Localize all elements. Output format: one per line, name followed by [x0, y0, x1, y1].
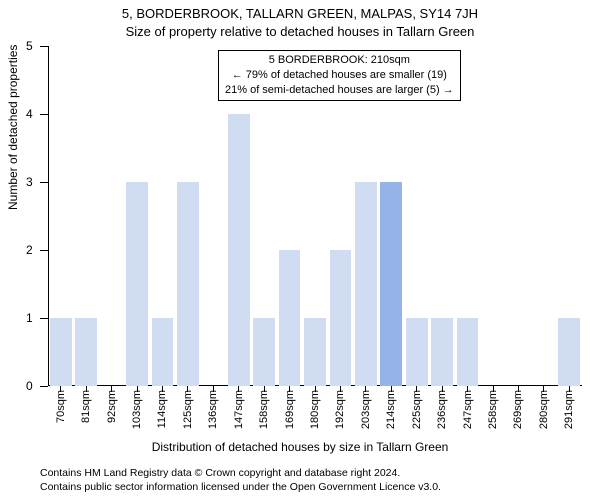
x-tick-label: 236sqm [436, 390, 448, 429]
x-tick-label: 158sqm [258, 390, 270, 429]
x-axis-label: Distribution of detached houses by size … [0, 440, 600, 454]
x-tick-label: 114sqm [156, 390, 168, 428]
chart-title-line2: Size of property relative to detached ho… [0, 24, 600, 39]
footer-attribution: Contains HM Land Registry data © Crown c… [40, 466, 441, 494]
plot-area: 012345 70sqm81sqm92sqm103sqm114sqm125sqm… [48, 46, 582, 386]
y-tick [40, 386, 48, 387]
y-tick [40, 114, 48, 115]
x-tick-label: 136sqm [207, 390, 219, 429]
y-tick-label: 3 [26, 175, 33, 189]
x-tick-label: 203sqm [360, 390, 372, 429]
y-tick [40, 182, 48, 183]
bar [457, 318, 479, 386]
y-tick-label: 0 [26, 379, 33, 393]
x-tick-label: 169sqm [284, 390, 296, 429]
x-tick-label: 180sqm [309, 390, 321, 429]
bar [152, 318, 174, 386]
x-tick-label: 291sqm [563, 390, 575, 429]
x-tick-label: 225sqm [411, 390, 423, 429]
bar [406, 318, 428, 386]
bar [50, 318, 72, 386]
bar [431, 318, 453, 386]
y-tick [40, 318, 48, 319]
annotation-line1: 5 BORDERBROOK: 210sqm [225, 53, 454, 68]
annotation-box: 5 BORDERBROOK: 210sqm ← 79% of detached … [218, 50, 461, 101]
x-tick-label: 92sqm [106, 390, 118, 423]
bar [355, 182, 377, 386]
x-tick-label: 147sqm [233, 390, 245, 429]
chart-title-line1: 5, BORDERBROOK, TALLARN GREEN, MALPAS, S… [0, 6, 600, 21]
x-tick-label: 214sqm [385, 390, 397, 429]
y-tick [40, 250, 48, 251]
x-tick-label: 247sqm [462, 390, 474, 429]
bar [253, 318, 275, 386]
x-tick-label: 269sqm [512, 390, 524, 429]
x-tick-label: 70sqm [55, 390, 67, 423]
annotation-line2: ← 79% of detached houses are smaller (19… [225, 68, 454, 83]
bar [330, 250, 352, 386]
chart-container: 5, BORDERBROOK, TALLARN GREEN, MALPAS, S… [0, 0, 600, 500]
y-tick-label: 1 [26, 311, 33, 325]
footer-line2: Contains public sector information licen… [40, 480, 441, 494]
bar [558, 318, 580, 386]
bar [126, 182, 148, 386]
footer-line1: Contains HM Land Registry data © Crown c… [40, 466, 441, 480]
y-tick-label: 5 [26, 39, 33, 53]
y-tick [40, 46, 48, 47]
bar [380, 182, 402, 386]
y-tick-label: 2 [26, 243, 33, 257]
x-tick-label: 81sqm [80, 390, 92, 423]
x-tick-label: 192sqm [334, 390, 346, 429]
bar [228, 114, 250, 386]
bar [304, 318, 326, 386]
y-tick-label: 4 [26, 107, 33, 121]
bar [279, 250, 301, 386]
x-tick-label: 103sqm [131, 390, 143, 429]
bar [75, 318, 97, 386]
y-axis-label: Number of detached properties [6, 45, 20, 210]
x-tick-label: 280sqm [538, 390, 550, 429]
bar [177, 182, 199, 386]
annotation-line3: 21% of semi-detached houses are larger (… [225, 83, 454, 98]
x-tick-label: 258sqm [487, 390, 499, 429]
x-tick-label: 125sqm [182, 390, 194, 429]
